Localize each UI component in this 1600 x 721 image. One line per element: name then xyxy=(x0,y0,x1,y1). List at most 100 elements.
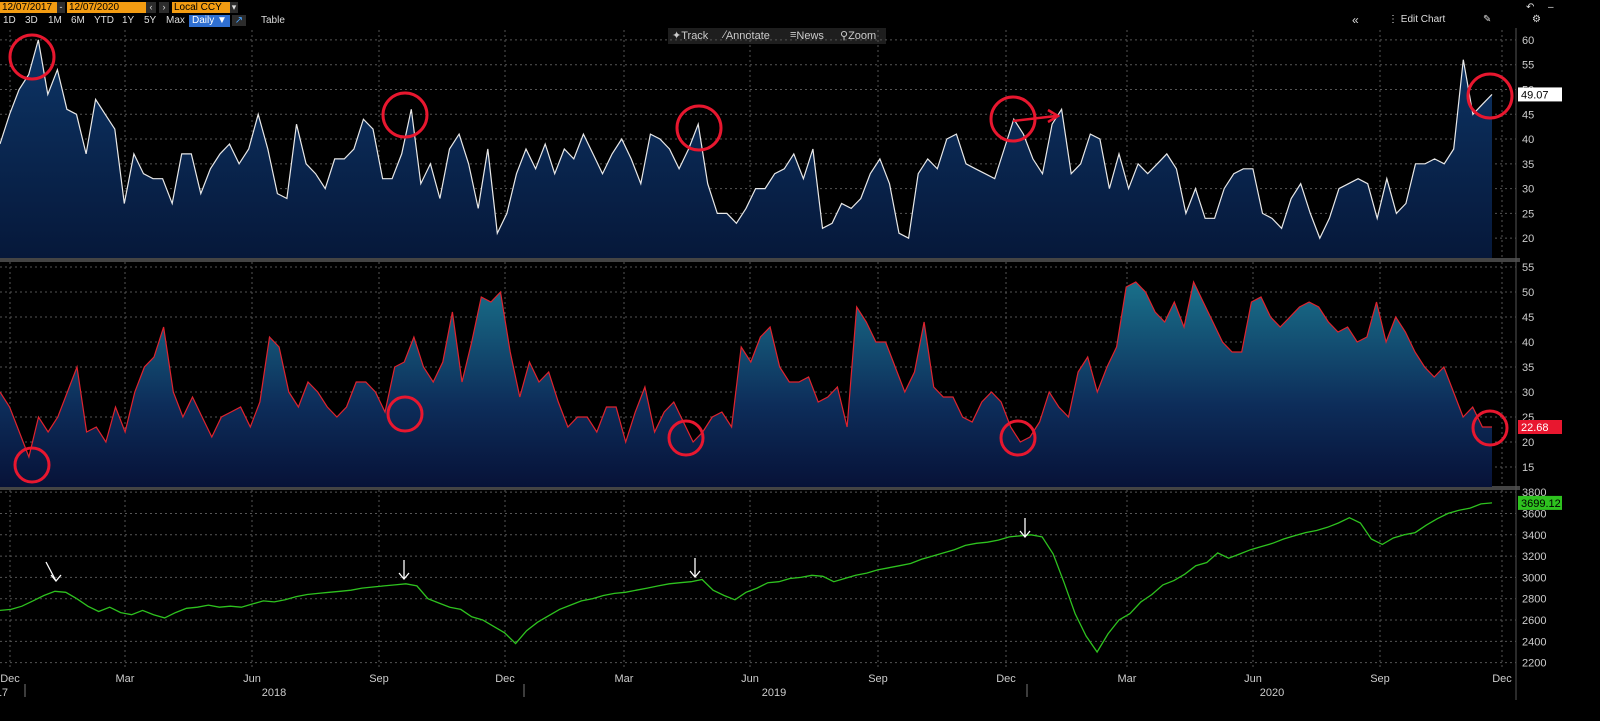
period-1y[interactable]: 1Y xyxy=(122,15,135,26)
minimize-icon[interactable]: – xyxy=(1548,2,1554,13)
annotation-arrow-head xyxy=(1047,108,1061,124)
y-tick-label: 30 xyxy=(1522,184,1534,196)
panel-1-group: 20253035404550556049.07 xyxy=(0,30,1562,259)
x-month-label: Dec xyxy=(1492,673,1512,685)
panel-1-area xyxy=(0,39,1492,259)
collapse-icon[interactable]: « xyxy=(1352,13,1359,27)
x-month-label: Mar xyxy=(116,673,135,685)
annotation-down-arrow-head xyxy=(689,570,701,579)
x-month-label: Jun xyxy=(1244,673,1262,685)
annotation-circle xyxy=(1471,409,1509,447)
x-month-label: Sep xyxy=(868,673,888,685)
y-tick-label: 30 xyxy=(1522,387,1534,399)
y-tick-label: 2600 xyxy=(1522,615,1546,627)
frequency-label: Daily xyxy=(192,15,215,26)
panel-2-last-value-label: 22.68 xyxy=(1521,422,1549,434)
period-3d[interactable]: 3D xyxy=(25,15,38,26)
period-ytd[interactable]: YTD xyxy=(94,15,114,26)
chart-type-icon[interactable]: ↗ xyxy=(232,15,246,26)
panel-separator-2 xyxy=(0,486,1520,490)
period-1m[interactable]: 1M xyxy=(48,15,62,26)
end-date-field[interactable]: 12/07/2020 xyxy=(67,2,146,13)
y-tick-label: 3200 xyxy=(1522,551,1546,563)
x-year-label: 2019 xyxy=(762,687,786,699)
news-tool[interactable]: ≡ News xyxy=(790,29,824,42)
panel-2-last-value-box xyxy=(1518,420,1562,434)
y-tick-label: 35 xyxy=(1522,362,1534,374)
news-label: News xyxy=(796,30,824,42)
frequency-select[interactable]: Daily ▼ xyxy=(189,15,230,27)
annotate-label: Annotate xyxy=(725,30,770,42)
x-month-label: Dec xyxy=(0,673,20,685)
annotation-circle xyxy=(999,419,1037,457)
currency-dropdown-icon[interactable]: ▾ xyxy=(230,2,238,13)
y-tick-label: 55 xyxy=(1522,262,1534,274)
track-label: Track xyxy=(681,30,709,42)
annotation-circle xyxy=(13,446,51,484)
x-month-label: Mar xyxy=(1118,673,1137,685)
y-tick-label: 2200 xyxy=(1522,658,1546,670)
zoom-tool[interactable]: ⚲ Zoom xyxy=(840,30,877,42)
y-tick-label: 25 xyxy=(1522,208,1534,220)
panel-3-series-line xyxy=(0,502,1493,654)
settings-gear-icon[interactable]: ⚙ xyxy=(1532,14,1541,25)
panel-3-group: 2200240026002800300032003400360038003699… xyxy=(0,487,1562,670)
x-month-label: Sep xyxy=(1370,673,1390,685)
annotation-down-arrow-head xyxy=(50,574,62,583)
y-tick-label: 40 xyxy=(1522,134,1534,146)
undo-icon[interactable]: ↶ xyxy=(1526,2,1535,13)
period-max[interactable]: Max xyxy=(166,15,185,26)
x-month-label: Jun xyxy=(741,673,759,685)
pencil-icon[interactable]: ✎ xyxy=(1483,14,1492,25)
currency-select[interactable]: Local CCY xyxy=(172,2,232,13)
x-year-label: 2018 xyxy=(262,687,286,699)
annotate-tool[interactable]: ∕ Annotate xyxy=(724,29,770,42)
annotation-circle xyxy=(386,395,424,433)
edit-chart-button[interactable]: ⋮ Edit Chart xyxy=(1388,14,1446,25)
x-month-label: Mar xyxy=(615,673,634,685)
y-tick-label: 45 xyxy=(1522,109,1534,121)
track-tool[interactable]: ✦ Track xyxy=(672,30,709,42)
start-date-field[interactable]: 12/07/2017 xyxy=(0,2,59,13)
edit-chart-label: Edit Chart xyxy=(1400,14,1446,25)
y-tick-label: 3000 xyxy=(1522,572,1546,584)
y-tick-label: 55 xyxy=(1522,60,1534,72)
back-arrow-icon[interactable]: ‹ xyxy=(146,2,156,13)
y-tick-label: 35 xyxy=(1522,159,1534,171)
x-axis: Dec Mar Jun Sep Dec Mar Jun Sep Dec Mar Jun Sep Dec 2… xyxy=(0,673,1512,699)
panel-1-last-value-box xyxy=(1518,87,1562,102)
annotation-down-arrow-head xyxy=(398,572,410,581)
period-5y[interactable]: 5Y xyxy=(144,15,157,26)
period-6m[interactable]: 6M xyxy=(71,15,85,26)
annotation-circle xyxy=(8,33,56,81)
y-tick-label: 60 xyxy=(1522,35,1534,47)
date-separator: - xyxy=(57,2,65,13)
y-tick-label: 15 xyxy=(1522,462,1534,474)
panel-1-series-line xyxy=(0,39,1493,240)
y-tick-label: 45 xyxy=(1522,312,1534,324)
y-tick-label: 3400 xyxy=(1522,530,1546,542)
zoom-label: Zoom xyxy=(848,30,877,42)
table-button[interactable]: Table xyxy=(261,15,285,26)
y-tick-label: 2400 xyxy=(1522,636,1546,648)
annotation-down-arrow xyxy=(45,561,57,582)
y-tick-label: 40 xyxy=(1522,337,1534,349)
y-tick-label: 20 xyxy=(1522,233,1534,245)
x-year-label: 2020 xyxy=(1260,687,1284,699)
x-month-label: Dec xyxy=(495,673,515,685)
panel-3-last-value-box xyxy=(1518,495,1562,510)
x-month-label: Sep xyxy=(369,673,389,685)
x-month-label: Dec xyxy=(996,673,1016,685)
y-tick-label: 2800 xyxy=(1522,594,1546,606)
x-month-label: Jun xyxy=(243,673,261,685)
annotation-down-arrow-head xyxy=(1019,530,1031,539)
annotation-circle xyxy=(381,91,429,139)
forward-arrow-icon[interactable]: › xyxy=(159,2,169,13)
annotation-arrow-line xyxy=(1012,114,1057,123)
y-tick-label: 20 xyxy=(1522,437,1534,449)
panel-1-last-value-label: 49.07 xyxy=(1521,89,1549,101)
panel-separator-1 xyxy=(0,258,1520,262)
period-1d[interactable]: 1D xyxy=(3,15,16,26)
